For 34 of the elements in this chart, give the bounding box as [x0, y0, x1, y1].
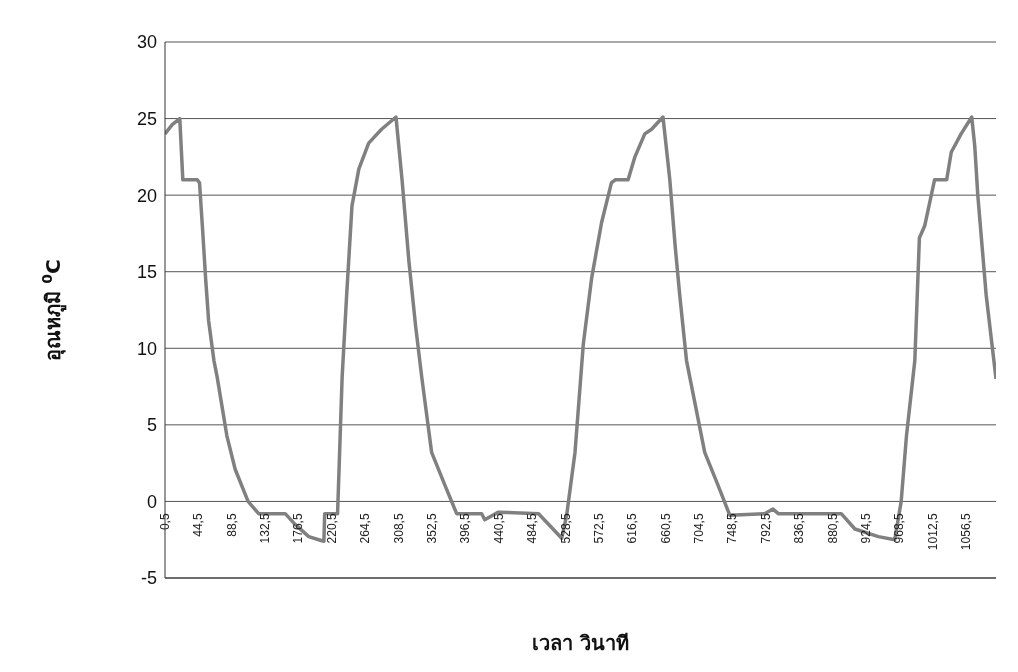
x-axis-title: เวลา วินาที: [532, 631, 629, 655]
y-tick-label: 5: [146, 415, 157, 436]
x-tick-label: 1012,5: [925, 513, 940, 551]
x-tick-label: 528,5: [558, 513, 573, 544]
y-tick-label: 25: [136, 108, 157, 129]
x-tick-label: 264,5: [358, 513, 373, 544]
x-tick-label: 572,5: [591, 513, 606, 544]
x-tick-label: 88,5: [224, 513, 239, 537]
y-tick-label: -5: [140, 568, 157, 589]
x-tick-label: 484,5: [525, 513, 540, 544]
x-tick-label: 0,5: [158, 513, 172, 531]
x-tick-label: 176,5: [291, 513, 306, 544]
y-tick-label: 15: [136, 262, 157, 283]
y-tick-label: 20: [136, 185, 157, 206]
x-tick-label: 132,5: [258, 513, 273, 544]
x-tick-label: 352,5: [425, 513, 440, 544]
x-tick-label: 748,5: [725, 513, 740, 544]
x-tick-label: 440,5: [491, 513, 506, 544]
x-tick-label: 792,5: [758, 513, 773, 544]
x-tick-label: 968,5: [892, 513, 907, 544]
x-tick-label: 924,5: [858, 513, 873, 544]
y-tick-label: 30: [136, 32, 157, 53]
x-tick-label: 44,5: [191, 513, 206, 537]
y-tick-label: 10: [136, 338, 157, 359]
x-tick-label: 704,5: [692, 513, 707, 544]
x-tick-label: 308,5: [391, 513, 406, 544]
x-tick-label: 1056,5: [959, 513, 974, 551]
x-tick-label: 396,5: [458, 513, 473, 544]
x-tick-label: 220,5: [324, 513, 339, 544]
x-tick-label: 660,5: [658, 513, 673, 544]
y-tick-label: 0: [146, 491, 157, 512]
x-tick-label: 880,5: [825, 513, 840, 544]
x-tick-label: 616,5: [625, 513, 640, 544]
x-tick-label: 836,5: [792, 513, 807, 544]
